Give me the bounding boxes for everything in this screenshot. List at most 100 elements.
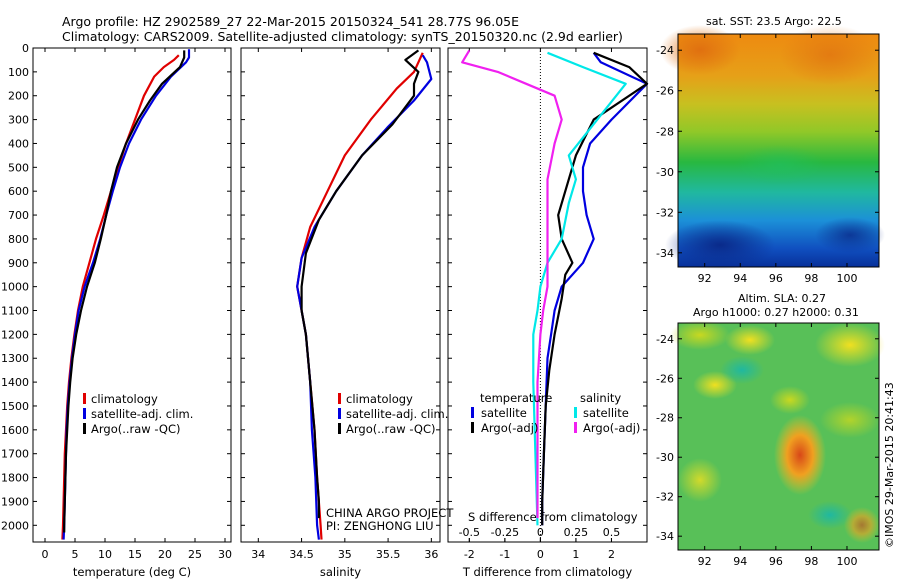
legend-label: satellite <box>481 406 527 420</box>
series-line-temperature-argo-adj- <box>541 51 649 526</box>
sla-map-title1: Altim. SLA: 0.27 <box>738 292 826 305</box>
legend-swatch <box>83 423 86 434</box>
ytick-label: 1400 <box>1 376 29 389</box>
map-ytick-label: -32 <box>656 491 674 504</box>
ytick-label: 1200 <box>1 328 29 341</box>
map-ytick-label: -26 <box>656 85 674 98</box>
legend-swatch <box>574 407 577 418</box>
map-xtick-label: 92 <box>698 555 712 568</box>
xtick-label: 15 <box>128 548 142 561</box>
sst-map-image <box>660 25 885 270</box>
sla-map-image <box>670 320 885 550</box>
sst-map-frame <box>677 33 880 268</box>
xtick-label: 0 <box>42 548 49 561</box>
legend-swatch <box>338 423 341 434</box>
legend-label: Argo(-adj) <box>583 421 640 435</box>
ytick-label: 700 <box>8 209 29 222</box>
figure-title-line1: Argo profile: HZ 2902589_27 22-Mar-2015 … <box>62 14 519 29</box>
legend-label: Argo(-adj) <box>481 421 538 435</box>
ytick-label: 500 <box>8 161 29 174</box>
difference-x2label: S difference from climatology <box>468 510 638 524</box>
xtick-label: 25 <box>188 548 202 561</box>
xtick-label: 2 <box>608 548 615 561</box>
series-line-salinity-argo-adj- <box>461 49 563 519</box>
xtick-label: 34.5 <box>289 548 314 561</box>
ytick-label: 1300 <box>1 352 29 365</box>
legend-swatch <box>471 422 474 433</box>
ytick-label: 1700 <box>1 448 29 461</box>
ytick-label: 800 <box>8 233 29 246</box>
xtick-label: 35.5 <box>376 548 401 561</box>
difference-frame <box>447 47 648 543</box>
series-line-argo-raw-qc- <box>63 50 186 533</box>
ytick-label: 200 <box>8 90 29 103</box>
legend-label: climatology <box>91 392 158 406</box>
sst-map-title: sat. SST: 23.5 Argo: 22.5 <box>706 15 842 28</box>
xtick-label: -2 <box>464 548 475 561</box>
x2tick-label: -0.25 <box>491 526 519 539</box>
legend-swatch <box>83 393 86 404</box>
ytick-label: 1800 <box>1 472 29 485</box>
series-line-satellite-adj-clim- <box>62 49 191 540</box>
map-xtick-label: 98 <box>804 555 818 568</box>
series-line-salinity-satellite <box>532 51 627 526</box>
ytick-label: 400 <box>8 137 29 150</box>
series-line-climatology <box>61 54 180 540</box>
difference-xlabel: T difference from climatology <box>462 565 633 579</box>
map-ytick-label: -24 <box>656 333 674 346</box>
map-ytick-label: -30 <box>656 451 674 464</box>
map-ytick-label: -34 <box>656 530 674 543</box>
map-ytick-label: -30 <box>656 166 674 179</box>
legend-label: climatology <box>346 392 413 406</box>
legend-swatch <box>574 422 577 433</box>
legend-swatch <box>471 407 474 418</box>
sla-map-title2: Argo h1000: 0.27 h2000: 0.31 <box>693 306 859 319</box>
series-line-argo-raw-qc- <box>300 49 420 519</box>
map-ytick-label: -28 <box>656 125 674 138</box>
map-xtick-label: 96 <box>769 272 783 285</box>
xtick-label: 20 <box>158 548 172 561</box>
ytick-label: 100 <box>8 66 29 79</box>
sst-map-axes: 92 94 96 98 100 -24 -26 -28 -30 -32 -34 <box>656 33 880 285</box>
xtick-label: 36 <box>424 548 438 561</box>
map-xtick-label: 92 <box>698 272 712 285</box>
salinity-frame <box>240 47 441 543</box>
pi-credit: PI: ZENGHONG LIU <box>326 519 434 533</box>
map-xtick-label: 100 <box>836 272 857 285</box>
ytick-label: 1500 <box>1 400 29 413</box>
legend-label: satellite-adj. clim. <box>91 407 193 421</box>
xtick-label: 34 <box>251 548 265 561</box>
sla-map-frame <box>677 322 880 551</box>
ytick-label: 1900 <box>1 495 29 508</box>
map-xtick-label: 100 <box>836 555 857 568</box>
ytick-label: 600 <box>8 185 29 198</box>
map-xtick-label: 96 <box>769 555 783 568</box>
legend-swatch <box>338 408 341 419</box>
xtick-label: 1 <box>572 548 579 561</box>
x2tick-label: 0.25 <box>564 526 589 539</box>
temperature-xlabel: temperature (deg C) <box>73 565 191 579</box>
legend-label: satellite-adj. clim. <box>346 407 448 421</box>
salinity-xlabel: salinity <box>320 565 361 579</box>
temperature-panel: 0100200300400500600700800900100011001200… <box>1 42 232 579</box>
legend-label: satellite <box>583 406 629 420</box>
ytick-label: 1000 <box>1 281 29 294</box>
sla-map-axes: 92 94 96 98 100 -24 -26 -28 -30 -32 -34 <box>656 322 880 568</box>
xtick-label: 30 <box>218 548 232 561</box>
legend-header-salinity: salinity <box>580 391 621 405</box>
ytick-label: 1100 <box>1 305 29 318</box>
temperature-frame <box>32 47 232 543</box>
ytick-label: 0 <box>22 42 29 55</box>
legend-label: Argo(..raw -QC) <box>346 422 436 436</box>
figure-title-line2: Climatology: CARS2009. Satellite-adjuste… <box>62 29 623 44</box>
map-xtick-label: 98 <box>804 272 818 285</box>
xtick-label: 35 <box>338 548 352 561</box>
x2tick-label: -0.5 <box>459 526 480 539</box>
legend-header-temperature: temperature <box>480 391 552 405</box>
project-credit: CHINA ARGO PROJECT <box>326 506 454 520</box>
map-ytick-label: -32 <box>656 206 674 219</box>
ytick-label: 2000 <box>1 519 29 532</box>
legend-swatch <box>83 408 86 419</box>
xtick-label: 10 <box>98 548 112 561</box>
